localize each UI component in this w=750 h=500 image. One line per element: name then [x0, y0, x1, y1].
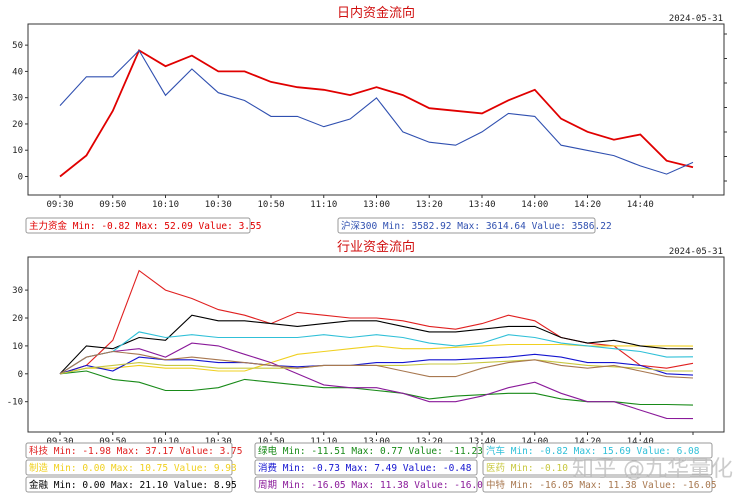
- chart-date: 2024-05-31: [669, 247, 723, 257]
- legend-box: [25, 459, 233, 476]
- x-tick-label: 14:40: [627, 200, 654, 210]
- legend-box: [482, 459, 713, 476]
- x-tick-label: 14:20: [574, 437, 601, 447]
- series-line-中特: [59, 350, 694, 379]
- x-tick-label: 09:50: [99, 200, 126, 210]
- x-tick-label: 14:40: [627, 437, 654, 447]
- x-tick-label: 13:00: [363, 437, 390, 447]
- x-tick-label: 13:40: [468, 200, 495, 210]
- legend-box: [25, 442, 233, 459]
- legend-box: [482, 476, 713, 493]
- legend-text: 汽车 Min: -0.82 Max: 15.69 Value: 6.08: [486, 445, 700, 457]
- legend-text: 金融 Min: 0.00 Max: 21.10 Value: 8.95: [29, 479, 237, 491]
- y-tick-label: 10: [12, 146, 23, 156]
- legend-消费: 消费 Min: -0.73 Max: 7.49 Value: -0.48: [254, 459, 478, 476]
- chart-title: 日内资金流向: [337, 5, 415, 21]
- legend-text: 周期 Min: -16.05 Max: 11.38 Value: -16.05: [258, 480, 489, 491]
- x-tick-label: 13:40: [468, 437, 495, 447]
- series-line-汽车: [59, 331, 694, 375]
- x-tick-label: 09:30: [46, 437, 73, 447]
- legend-中特: 中特 Min: -16.05 Max: 11.38 Value: -16.05: [482, 476, 717, 493]
- legend-box: [25, 476, 233, 493]
- legend-box: [25, 217, 251, 234]
- legend-text: 科技 Min: -1.98 Max: 37.17 Value: 3.75: [29, 445, 242, 457]
- x-tick-label: 10:10: [152, 437, 179, 447]
- y-tick-label: 40: [12, 67, 23, 77]
- x-tick-label: 14:00: [521, 200, 548, 210]
- y-tick-label: 10: [12, 342, 23, 352]
- plot-area: [27, 23, 725, 196]
- y-tick-label: 20: [12, 314, 23, 324]
- legend-text: 消费 Min: -0.73 Max: 7.49 Value: -0.48: [258, 462, 472, 474]
- chart-title: 行业资金流向: [337, 239, 415, 255]
- x-tick-label: 10:50: [257, 437, 284, 447]
- legend-box: [337, 217, 596, 234]
- x-tick-label: 13:20: [416, 200, 443, 210]
- legend-box: [254, 476, 478, 493]
- x-tick-label: 09:30: [46, 200, 73, 210]
- x-tick-label: 13:00: [363, 200, 390, 210]
- legend-box: [482, 442, 713, 459]
- watermark: 知乎 @九华量化: [572, 457, 733, 482]
- series-line-主力资金: [59, 49, 694, 178]
- x-tick-label: 11:10: [310, 200, 337, 210]
- series-line-沪深300: [59, 49, 694, 175]
- x-tick-label: 14:20: [574, 200, 601, 210]
- legend-text: 主力资金 Min: -0.82 Max: 52.09 Value: 3.55: [29, 220, 261, 232]
- x-tick-label: 14:00: [521, 437, 548, 447]
- y-tick-label: 30: [12, 94, 23, 104]
- chart-date: 2024-05-31: [669, 14, 723, 24]
- legend-text: 中特 Min: -16.05 Max: 11.38 Value: -16.05: [486, 479, 717, 491]
- legend-沪深300: 沪深300 Min: 3582.92 Max: 3614.64 Value: 3…: [337, 217, 612, 234]
- legend-text: 制造 Min: 0.00 Max: 10.75 Value: 9.93: [29, 462, 237, 474]
- legend-汽车: 汽车 Min: -0.82 Max: 15.69 Value: 6.08: [482, 442, 713, 459]
- legend-医药: 医药 Min: -0.10: [482, 459, 713, 476]
- series-line-金融: [59, 314, 694, 375]
- legend-主力资金: 主力资金 Min: -0.82 Max: 52.09 Value: 3.55: [25, 217, 261, 234]
- x-tick-label: 10:10: [152, 200, 179, 210]
- y-tick-label: 0: [18, 370, 23, 380]
- y-tick-label: 0: [18, 172, 23, 182]
- legend-box: [254, 442, 478, 459]
- sector-flow-chart: 行业资金流向 2024-05-31 09:30 09:50 10:10 10:30 10…: [7, 239, 725, 447]
- x-tick-label: 11:10: [310, 437, 337, 447]
- legend-周期: 周期 Min: -16.05 Max: 11.38 Value: -16.05: [254, 476, 489, 493]
- legend-绿电: 绿电 Min: -11.51 Max: 0.77 Value: -11.23: [254, 442, 483, 459]
- legend-金融: 金融 Min: 0.00 Max: 21.10 Value: 8.95: [25, 476, 237, 493]
- x-tick-label: 10:50: [257, 200, 284, 210]
- y-tick-label: 20: [12, 120, 23, 130]
- x-tick-label: 10:30: [205, 437, 232, 447]
- y-tick-label: 50: [12, 41, 23, 51]
- plot-area: [27, 256, 725, 433]
- intraday-flow-chart: 日内资金流向 2024-05-31 09:30 09:50 10:10 10:30 10…: [12, 5, 727, 210]
- legend-科技: 科技 Min: -1.98 Max: 37.17 Value: 3.75: [25, 442, 242, 459]
- legend-text: 沪深300 Min: 3582.92 Max: 3614.64 Value: 3…: [341, 220, 612, 232]
- legend-text: 绿电 Min: -11.51 Max: 0.77 Value: -11.23: [258, 445, 483, 457]
- x-tick-label: 09:50: [99, 437, 126, 447]
- legend-box: [254, 459, 478, 476]
- y-tick-label: 30: [12, 286, 23, 296]
- series-line-周期: [59, 342, 694, 420]
- y-tick-label: -10: [7, 398, 23, 408]
- x-tick-label: 13:20: [416, 437, 443, 447]
- legend-制造: 制造 Min: 0.00 Max: 10.75 Value: 9.93: [25, 459, 237, 476]
- legend-text: 医药 Min: -0.10: [486, 463, 568, 474]
- x-tick-label: 10:30: [205, 200, 232, 210]
